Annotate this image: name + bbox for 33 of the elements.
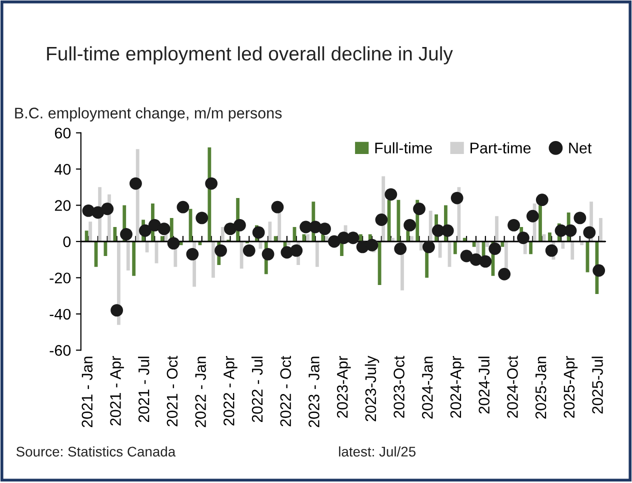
y-tick-label: -60 xyxy=(50,345,71,356)
x-tick-label: 2021 - Jan xyxy=(82,356,93,428)
source-note: Source: Statistics Canada xyxy=(16,446,176,457)
x-tick-label: 2021 - Apr xyxy=(110,356,124,426)
chart-title: Full-time employment led overall decline in July xyxy=(47,46,453,64)
x-tick-label: 2021 - Jul xyxy=(138,356,150,422)
legend-label: Part-time xyxy=(470,142,531,154)
legend-label: Full-time xyxy=(375,142,432,154)
y-tick-label: 20 xyxy=(54,200,71,211)
x-tick-label: 2023 - Jan xyxy=(308,356,320,428)
x-tick-label: 2024-Jan xyxy=(422,356,433,419)
x-tick-label: 2024-Apr xyxy=(450,356,464,418)
x-tick-label: 2024-Oct xyxy=(507,356,518,418)
x-tick-label: 2023-Apr xyxy=(336,356,351,418)
x-tick-label: 2023-July xyxy=(364,356,380,422)
y-tick-label: -20 xyxy=(50,272,71,284)
y-tick-label: 0 xyxy=(63,236,71,248)
x-tick-label: 2025-Jan xyxy=(535,356,546,419)
x-tick-label: 2022 - Oct xyxy=(280,356,292,426)
text: latest: Jul/25 xyxy=(339,446,416,457)
x-tick-label: 2022 - Jul xyxy=(251,356,263,422)
legend-label: Net xyxy=(569,142,592,154)
y-tick-label: 40 xyxy=(54,164,71,175)
x-tick-label: 2025-Jul xyxy=(592,356,603,414)
x-tick-label: 2022 - Jan xyxy=(195,356,206,428)
x-tick-label: 2022 - Apr xyxy=(224,356,238,426)
y-tick-label: 60 xyxy=(54,128,71,139)
y-axis-title: B.C. employment change, m/m persons xyxy=(15,107,282,122)
x-tick-label: 2021 - Oct xyxy=(166,356,178,426)
x-tick-label: 2024-Jul xyxy=(478,356,490,414)
y-tick-label: -40 xyxy=(50,308,71,320)
x-tick-label: 2025-Apr xyxy=(564,356,578,418)
x-tick-label: 2023-Oct xyxy=(394,356,404,418)
